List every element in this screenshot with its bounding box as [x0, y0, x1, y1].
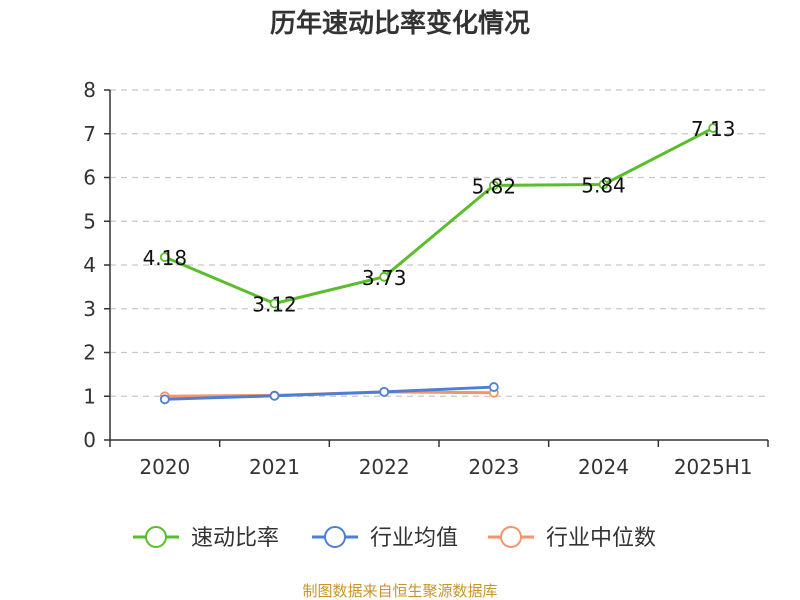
legend-marker-icon [324, 526, 346, 548]
data-point[interactable] [159, 252, 170, 263]
data-label: 7.13 [691, 117, 736, 141]
data-label: 5.84 [581, 174, 626, 198]
x-tick-label: 2021 [249, 455, 300, 479]
y-tick-label: 6 [83, 166, 96, 190]
legend-label: 行业均值 [370, 526, 458, 551]
source-note: 制图数据来自恒生聚源数据库 [302, 582, 497, 600]
data-label: 5.82 [472, 174, 517, 198]
data-label: 3.73 [362, 266, 407, 290]
series-lines [159, 123, 719, 405]
axes: 0 1 2 3 4 5 6 7 8 2020 2021 2022 2023 2024 2025H1 [83, 78, 769, 479]
series-line-1 [164, 385, 494, 401]
legend-marker-icon [145, 526, 167, 548]
data-labels: 4.18 3.12 3.73 5.82 5.84 7.13 [143, 117, 736, 316]
legend-item-0[interactable]: 速动比率 [133, 526, 279, 551]
x-tick-label: 2023 [468, 455, 519, 479]
data-point[interactable] [488, 382, 499, 392]
data-point[interactable] [708, 123, 719, 133]
data-point[interactable] [379, 271, 390, 282]
y-tick-label: 4 [83, 253, 96, 277]
data-point[interactable] [598, 179, 609, 190]
x-tick-label: 2025H1 [674, 455, 753, 479]
data-point[interactable] [488, 180, 499, 191]
x-tick-label: 2020 [139, 455, 190, 479]
y-tick-label: 5 [83, 209, 96, 233]
series-line-0 [164, 126, 714, 305]
y-tick-label: 7 [83, 122, 96, 146]
data-label: 3.12 [252, 293, 297, 317]
legend-label: 速动比率 [191, 526, 279, 551]
grid-lines [110, 89, 768, 397]
chart-title: 历年速动比率变化情况 [270, 8, 530, 39]
y-tick-label: 2 [83, 341, 96, 365]
data-point[interactable] [159, 394, 170, 405]
data-point[interactable] [269, 390, 280, 401]
y-tick-label: 0 [83, 428, 96, 452]
x-tick-label: 2022 [359, 455, 410, 479]
legend-marker-icon [500, 526, 522, 548]
data-point[interactable] [269, 298, 280, 309]
y-tick-label: 8 [83, 78, 96, 102]
legend[interactable]: 速动比率 行业均值 行业中位数 [133, 526, 656, 551]
y-tick-label: 1 [83, 384, 96, 408]
y-tick-label: 3 [83, 297, 96, 321]
legend-label: 行业中位数 [546, 526, 656, 551]
data-point[interactable] [379, 386, 390, 397]
x-tick-label: 2024 [578, 455, 629, 479]
legend-item-1[interactable]: 行业均值 [312, 526, 458, 551]
legend-item-2[interactable]: 行业中位数 [488, 526, 656, 551]
data-label: 4.18 [143, 246, 188, 270]
